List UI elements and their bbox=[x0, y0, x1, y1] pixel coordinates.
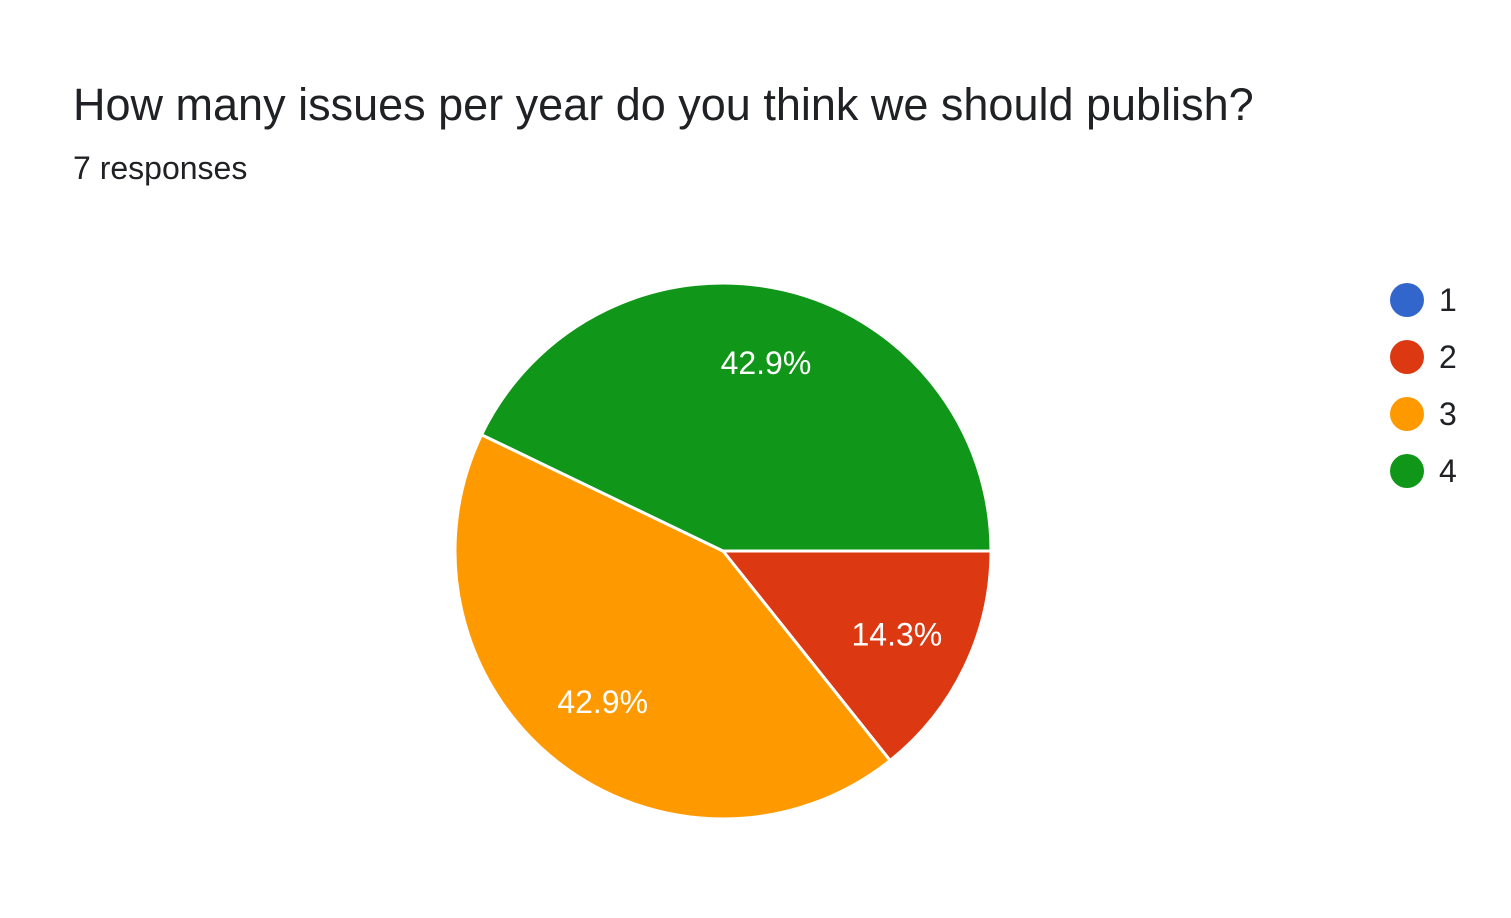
legend-marker-3 bbox=[1390, 397, 1424, 431]
slice-label-3: 42.9% bbox=[557, 684, 648, 720]
slice-label-2: 14.3% bbox=[851, 617, 942, 653]
slice-label-4: 42.9% bbox=[721, 345, 812, 381]
legend-label-1: 1 bbox=[1439, 282, 1457, 318]
chart-title: How many issues per year do you think we… bbox=[73, 79, 1254, 130]
pie-slices bbox=[453, 281, 993, 821]
pie-slice-3 bbox=[453, 432, 893, 821]
legend-marker-4 bbox=[1390, 454, 1424, 488]
legend-label-2: 2 bbox=[1439, 339, 1457, 375]
legend-marker-1 bbox=[1390, 283, 1424, 317]
pie-slice-labels: 14.3% 42.9% 42.9% bbox=[557, 345, 942, 720]
legend-marker-2 bbox=[1390, 340, 1424, 374]
response-count: 7 responses bbox=[73, 150, 248, 186]
legend: 1 2 3 4 bbox=[1390, 282, 1457, 489]
pie-slice-4 bbox=[479, 281, 993, 553]
legend-label-4: 4 bbox=[1439, 453, 1457, 489]
legend-label-3: 3 bbox=[1439, 396, 1457, 432]
pie-slice-2 bbox=[719, 549, 993, 763]
